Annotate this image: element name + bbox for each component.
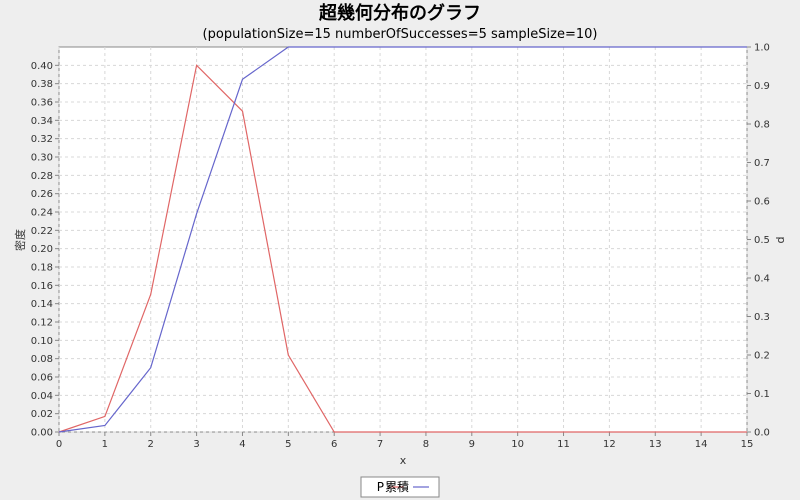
tick-label-y-left: 0.32 bbox=[31, 134, 53, 145]
tick-label-y-left: 0.14 bbox=[31, 299, 53, 310]
tick-label-y-right: 0.7 bbox=[754, 158, 770, 169]
tick-label-y-left: 0.08 bbox=[31, 354, 53, 365]
tick-label-y-left: 0.18 bbox=[31, 263, 53, 274]
tick-label-x: 7 bbox=[377, 439, 383, 450]
tick-label-x: 9 bbox=[469, 439, 475, 450]
tick-label-y-left: 0.28 bbox=[31, 171, 53, 182]
tick-label-y-right: 0.2 bbox=[754, 351, 770, 362]
tick-label-y-left: 0.06 bbox=[31, 373, 53, 384]
tick-label-y-left: 0.30 bbox=[31, 153, 53, 164]
tick-label-y-right: 0.1 bbox=[754, 389, 770, 400]
tick-label-y-right: 0.6 bbox=[754, 197, 770, 208]
tick-label-x: 2 bbox=[148, 439, 154, 450]
tick-label-y-left: 0.02 bbox=[31, 409, 53, 420]
tick-label-x: 0 bbox=[56, 439, 62, 450]
tick-label-x: 14 bbox=[695, 439, 708, 450]
tick-label-x: 8 bbox=[423, 439, 429, 450]
chart-subtitle: (populationSize=15 numberOfSuccesses=5 s… bbox=[203, 27, 598, 42]
tick-label-y-left: 0.04 bbox=[31, 391, 53, 402]
tick-label-x: 13 bbox=[649, 439, 662, 450]
series-line-1 bbox=[58, 64, 747, 433]
tick-label-y-left: 0.24 bbox=[31, 208, 53, 219]
legend-label-2: 累積 bbox=[385, 479, 409, 494]
tick-label-x: 5 bbox=[285, 439, 291, 450]
tick-label-y-right: 0.5 bbox=[754, 235, 770, 246]
tick-label-x: 4 bbox=[239, 439, 245, 450]
tick-label-x: 3 bbox=[193, 439, 199, 450]
tick-label-y-right: 1.0 bbox=[754, 43, 770, 54]
legend-label-1: P bbox=[377, 480, 384, 494]
tick-label-y-left: 0.36 bbox=[31, 98, 53, 109]
tick-label-y-right: 0.3 bbox=[754, 312, 770, 323]
tick-label-y-left: 0.20 bbox=[31, 244, 53, 255]
plot-area bbox=[58, 46, 748, 433]
tick-label-x: 6 bbox=[331, 439, 337, 450]
tick-label-x: 1 bbox=[102, 439, 108, 450]
tick-label-y-left: 0.16 bbox=[31, 281, 53, 292]
grid-lines bbox=[58, 47, 748, 433]
series-lines bbox=[58, 46, 747, 433]
tick-label-y-right: 0.9 bbox=[754, 81, 770, 92]
tick-label-x: 11 bbox=[557, 439, 570, 450]
y-axis-right-label: p bbox=[775, 237, 788, 244]
legend: P 累積 bbox=[360, 476, 440, 498]
tick-label-x: 15 bbox=[741, 439, 754, 450]
tick-label-y-left: 0.38 bbox=[31, 79, 53, 90]
axis-ticks: 0 1 2 3 4 5 6 7 8 9 10 11 12 13 14 150.000.020.040.060.… bbox=[31, 43, 770, 451]
series-line-2 bbox=[58, 46, 747, 433]
tick-label-y-left: 0.22 bbox=[31, 226, 53, 237]
tick-label-y-left: 0.26 bbox=[31, 189, 53, 200]
tick-label-y-right: 0.8 bbox=[754, 120, 770, 131]
tick-label-y-right: 0.0 bbox=[754, 428, 770, 439]
tick-label-y-left: 0.12 bbox=[31, 318, 53, 329]
chart-title: 超幾何分布のグラフ bbox=[319, 2, 481, 24]
tick-label-y-left: 0.00 bbox=[31, 428, 53, 439]
tick-label-x: 10 bbox=[511, 439, 524, 450]
y-axis-left-label: 密度 bbox=[13, 229, 27, 251]
tick-label-y-right: 0.4 bbox=[754, 274, 770, 285]
tick-label-y-left: 0.34 bbox=[31, 116, 53, 127]
x-axis-label: x bbox=[400, 454, 407, 467]
tick-label-x: 12 bbox=[603, 439, 616, 450]
tick-label-y-left: 0.40 bbox=[31, 61, 53, 72]
tick-label-y-left: 0.10 bbox=[31, 336, 53, 347]
